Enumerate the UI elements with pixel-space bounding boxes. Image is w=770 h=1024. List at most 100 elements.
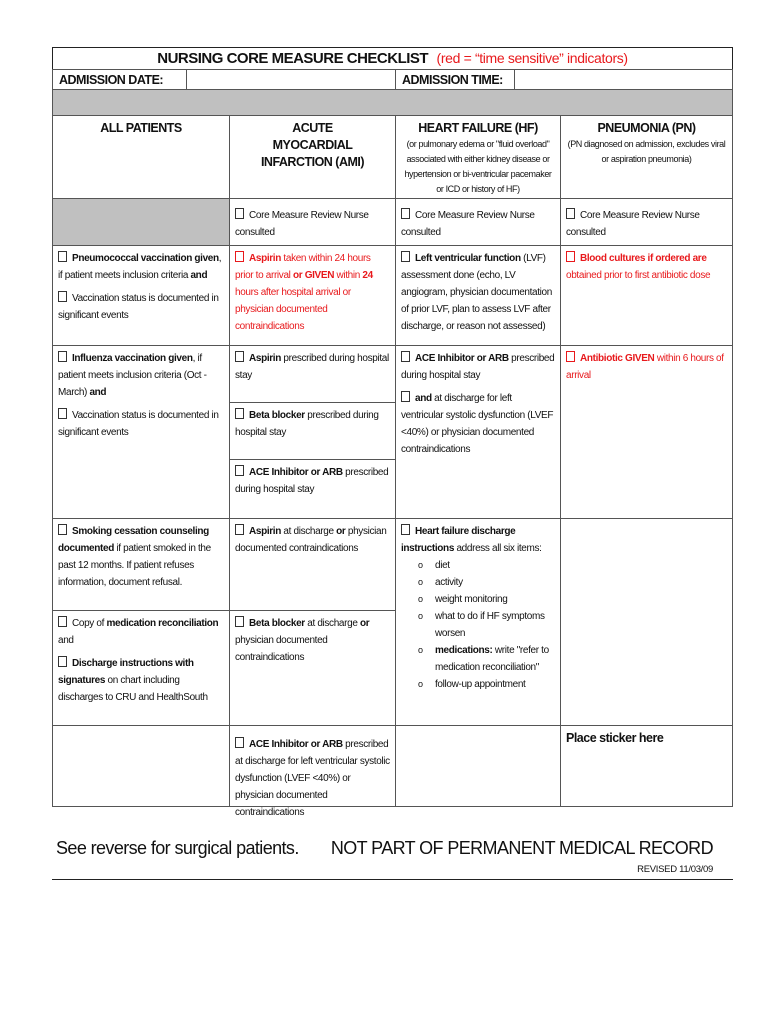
checkbox[interactable] — [235, 251, 244, 262]
text-segment: taken within 24 hours prior to arrival — [235, 253, 371, 281]
title-row: NURSING CORE MEASURE CHECKLIST (red = “t… — [52, 47, 733, 70]
checkbox[interactable] — [235, 408, 244, 419]
checkbox[interactable] — [58, 616, 67, 627]
text-segment: prescribed at discharge for left ventric… — [235, 739, 390, 818]
text-segment: Copy of — [72, 618, 107, 629]
checkbox[interactable] — [566, 251, 575, 262]
text-segment: prescribed during hospital stay — [235, 353, 389, 381]
text-segment: at discharge — [304, 618, 360, 629]
surgical-note: See reverse for surgical patients. — [56, 838, 299, 858]
checkbox[interactable] — [566, 208, 575, 219]
checkbox[interactable] — [401, 251, 410, 262]
cell-hf-instructions: Heart failure discharge instructions add… — [395, 518, 561, 726]
hf-instructions-text: Heart failure discharge instructions add… — [401, 523, 555, 557]
record-note: NOT PART OF PERMANENT MEDICAL RECORD — [330, 838, 714, 858]
text-segment: prescribed during hospital stay — [235, 410, 379, 438]
text-segment: Antibiotic GIVEN — [580, 353, 655, 364]
cell-review-pn: Core Measure Review Nurse consulted — [560, 198, 733, 246]
text-segment: prescribed during hospital stay — [235, 467, 389, 495]
revised-date: REVISED 11/03/09 — [637, 864, 713, 875]
cell-review-hf: Core Measure Review Nurse consulted — [395, 198, 561, 246]
checkbox[interactable] — [58, 408, 67, 419]
checklist-item: Pneumococcal vaccination given, if patie… — [58, 250, 224, 284]
checkbox[interactable] — [235, 465, 244, 476]
admission-time-field[interactable] — [514, 69, 733, 90]
text-segment: Heart failure discharge instructions — [401, 526, 516, 554]
checklist-item: ACE Inhibitor or ARB prescribed during h… — [235, 464, 390, 498]
text-segment: ACE Inhibitor or ARB — [249, 467, 343, 478]
column-title: PNEUMONIA (PN) — [597, 121, 696, 135]
text-segment: ACE Inhibitor or ARB — [249, 739, 343, 750]
checklist-item: Heart failure discharge instructions add… — [401, 523, 555, 557]
column-title: HEART FAILURE (HF) — [418, 121, 538, 135]
text-segment: write "refer to medication reconciliatio… — [435, 645, 549, 673]
cell-smoking: Smoking cessation counseling documented … — [52, 518, 230, 611]
checkbox[interactable] — [235, 524, 244, 535]
text-segment: medication reconciliation — [106, 618, 219, 629]
cell-beta-blocker-stay: Beta blocker prescribed during hospital … — [229, 402, 396, 460]
column-header-hf: HEART FAILURE (HF) (or pulmonary edema or… — [395, 115, 561, 199]
checklist-item: Vaccination status is documented in sign… — [58, 407, 224, 441]
admission-date-label: ADMISSION DATE: — [59, 73, 164, 87]
shaded-band — [52, 89, 733, 116]
checkbox[interactable] — [401, 208, 410, 219]
checklist-item: Copy of medication reconciliation and — [58, 615, 224, 649]
column-subtitle: (PN diagnosed on admission, excludes vir… — [567, 139, 726, 164]
checklist-item: ACE Inhibitor or ARB prescribed during h… — [401, 350, 555, 384]
checkbox[interactable] — [566, 351, 575, 362]
cell-beta-blocker-discharge: Beta blocker at discharge or physician d… — [229, 610, 396, 726]
text-segment: if patient smoked in the past 12 months.… — [58, 543, 211, 588]
cell-lvf: Left ventricular function (LVF) assessme… — [395, 245, 561, 346]
checklist-item: and at discharge for left ventricular sy… — [401, 390, 555, 458]
text-segment: Aspirin — [249, 353, 281, 364]
checkbox[interactable] — [235, 208, 244, 219]
cell-aspirin-arrival: Aspirin taken within 24 hours prior to a… — [229, 245, 396, 346]
cell-influenza: Influenza vaccination given, if patient … — [52, 345, 230, 519]
checklist-item: Smoking cessation counseling documented … — [58, 523, 224, 591]
checkbox[interactable] — [58, 524, 67, 535]
checklist-item: Beta blocker prescribed during hospital … — [235, 407, 390, 441]
hf-instruction-item: weight monitoring — [418, 591, 555, 608]
cell-antibiotic: Antibiotic GIVEN within 6 hours of arriv… — [560, 345, 733, 519]
text-segment: within 6 hours of arrival — [566, 353, 724, 381]
checkbox[interactable] — [58, 656, 67, 667]
admission-time-label: ADMISSION TIME: — [402, 73, 503, 87]
checkbox[interactable] — [401, 351, 410, 362]
checkbox[interactable] — [401, 391, 410, 402]
column-title: ALL PATIENTS — [100, 121, 182, 135]
text-segment: Beta blocker — [249, 618, 305, 629]
text-segment: prescribed during hospital stay — [401, 353, 555, 381]
text-segment: diet — [435, 560, 450, 571]
hf-instruction-item: medications: write "refer to medication … — [418, 642, 555, 676]
hf-instruction-item: diet — [418, 557, 555, 574]
column-header-ami: ACUTE MYOCARDIAL INFARCTION (AMI) — [229, 115, 396, 199]
text-segment: Left ventricular function — [415, 253, 521, 264]
checkbox[interactable] — [235, 737, 244, 748]
checkbox[interactable] — [58, 351, 67, 362]
text-segment: , if patient meets inclusion criteria — [58, 253, 222, 281]
cell-blood-cultures: Blood cultures if ordered are obtained p… — [560, 245, 733, 346]
text-segment: within — [334, 270, 363, 281]
text-segment: (LVF) assessment done (echo, LV angiogra… — [401, 253, 552, 332]
checklist-item: Blood cultures if ordered are obtained p… — [566, 250, 727, 284]
admission-date-field[interactable] — [186, 69, 396, 90]
checkbox[interactable] — [235, 616, 244, 627]
text-segment: and — [58, 635, 74, 646]
text-segment: follow-up appointment — [435, 679, 526, 690]
checkbox[interactable] — [58, 291, 67, 302]
cell-pneumococcal: Pneumococcal vaccination given, if patie… — [52, 245, 230, 346]
column-title: ACUTE MYOCARDIAL INFARCTION (AMI) — [260, 121, 365, 169]
cell-aspirin-discharge: Aspirin at discharge or physician docume… — [229, 518, 396, 611]
text-segment: Blood cultures if ordered are — [580, 253, 707, 264]
column-header-pn: PNEUMONIA (PN) (PN diagnosed on admission… — [560, 115, 733, 199]
checklist-item: Left ventricular function (LVF) assessme… — [401, 250, 555, 335]
text-segment: weight monitoring — [435, 594, 508, 605]
checkbox[interactable] — [235, 351, 244, 362]
checkbox[interactable] — [401, 524, 410, 535]
checkbox[interactable] — [58, 251, 67, 262]
text-segment: and — [190, 270, 208, 281]
title-note: (red = “time sensitive” indicators) — [436, 50, 629, 66]
text-segment: Aspirin — [249, 253, 281, 264]
shaded-cell — [52, 198, 230, 246]
text-segment: ACE Inhibitor or ARB — [415, 353, 509, 364]
